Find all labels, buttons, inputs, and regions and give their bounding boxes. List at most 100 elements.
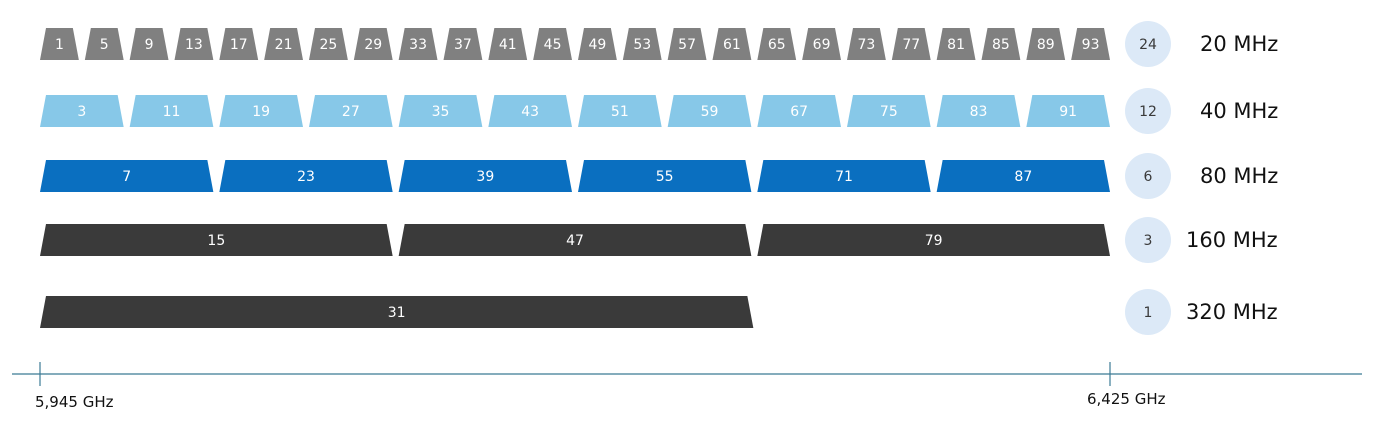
- channel-block-35: [398, 95, 483, 127]
- channel-block-5: [84, 28, 124, 60]
- channel-block-43: [488, 95, 572, 127]
- channel-block-3: [40, 95, 124, 127]
- channel-block-57: [667, 28, 707, 60]
- channel-block-55: [578, 160, 752, 192]
- channel-number: 19: [252, 104, 270, 120]
- channel-block-9: [129, 28, 169, 60]
- channel-number: 77: [902, 37, 920, 53]
- channel-number: 25: [320, 37, 338, 53]
- channel-number: 85: [992, 37, 1010, 53]
- channel-block-51: [578, 95, 662, 127]
- channel-number: 9: [145, 37, 154, 53]
- channel-count-circle: [1125, 153, 1171, 199]
- bandwidth-label: 20 MHz: [1200, 32, 1278, 56]
- channel-number: 43: [521, 104, 539, 120]
- channel-block-39: [398, 160, 572, 192]
- channel-number: 33: [409, 37, 427, 53]
- channel-block-37: [443, 28, 483, 60]
- channel-count: 24: [1139, 37, 1157, 53]
- channel-block-11: [129, 95, 214, 127]
- channel-number: 73: [858, 37, 876, 53]
- channel-number: 13: [185, 37, 203, 53]
- channel-block-77: [891, 28, 931, 60]
- channel-number: 17: [230, 37, 248, 53]
- axis-end-label: 6,425 GHz: [1087, 390, 1166, 408]
- channel-number: 87: [1014, 169, 1032, 185]
- channel-block-71: [757, 160, 931, 192]
- channel-block-87: [936, 160, 1110, 192]
- channel-number: 29: [364, 37, 382, 53]
- channel-block-27: [309, 95, 393, 127]
- channel-block-69: [802, 28, 841, 60]
- channel-block-53: [622, 28, 662, 60]
- channel-count: 3: [1144, 233, 1153, 249]
- channel-number: 37: [454, 37, 472, 53]
- channel-number: 23: [297, 169, 315, 185]
- channel-number: 57: [678, 37, 696, 53]
- frequency-axis: 5,945 GHz 6,425 GHz: [12, 362, 1362, 411]
- bandwidth-label: 40 MHz: [1200, 99, 1278, 123]
- channel-block-13: [174, 28, 214, 60]
- bandwidth-label: 320 MHz: [1186, 300, 1278, 324]
- channel-number: 53: [633, 37, 651, 53]
- channel-number: 49: [589, 37, 607, 53]
- channel-number: 31: [388, 305, 406, 321]
- channel-block-91: [1026, 95, 1110, 127]
- channel-number: 59: [701, 104, 719, 120]
- axis-start-label: 5,945 GHz: [35, 393, 114, 411]
- channel-block-75: [847, 95, 931, 127]
- channel-count: 6: [1144, 169, 1153, 185]
- channel-number: 91: [1059, 104, 1077, 120]
- channel-number: 93: [1082, 37, 1100, 53]
- channel-number: 7: [122, 169, 131, 185]
- channel-number: 1: [55, 37, 64, 53]
- channel-block-21: [264, 28, 303, 60]
- channel-number: 65: [768, 37, 786, 53]
- channel-number: 11: [163, 104, 181, 120]
- bandwidth-label: 160 MHz: [1186, 228, 1278, 252]
- channel-number: 35: [432, 104, 450, 120]
- channel-block-67: [757, 95, 841, 127]
- channel-number: 41: [499, 37, 517, 53]
- channel-block-25: [309, 28, 348, 60]
- channel-number: 69: [813, 37, 831, 53]
- channel-block-59: [667, 95, 752, 127]
- channel-block-17: [219, 28, 259, 60]
- row-20mhz: 1 5 9 13 17 21 25 29 33 37 41 45 49 53 57 61 65 69 73 77 81 8…: [40, 21, 1278, 67]
- channel-block-47: [398, 224, 752, 256]
- channel-number: 81: [947, 37, 965, 53]
- channel-block-49: [578, 28, 617, 60]
- channel-count-circle: [1125, 21, 1171, 67]
- channel-number: 61: [723, 37, 741, 53]
- channel-number: 45: [544, 37, 562, 53]
- channel-count: 12: [1139, 104, 1157, 120]
- channel-count: 1: [1144, 305, 1153, 321]
- channel-block-31: [40, 296, 754, 328]
- row-40mhz: 3 11 19 27 35 43 51 59 67 75 83 91 12 40 MHz: [40, 88, 1278, 134]
- channel-number: 3: [77, 104, 86, 120]
- channel-block-45: [533, 28, 572, 60]
- channel-block-15: [40, 224, 393, 256]
- channel-number: 39: [476, 169, 494, 185]
- channel-number: 75: [880, 104, 898, 120]
- channel-number: 5: [100, 37, 109, 53]
- channel-number: 27: [342, 104, 360, 120]
- channel-block-85: [981, 28, 1021, 60]
- channel-block-79: [757, 224, 1110, 256]
- channel-count-circle: [1125, 217, 1171, 263]
- channel-number: 89: [1037, 37, 1055, 53]
- channel-block-81: [936, 28, 976, 60]
- channel-number: 83: [970, 104, 988, 120]
- channel-number: 51: [611, 104, 629, 120]
- channel-block-33: [398, 28, 438, 60]
- row-80mhz: 7 23 39 55 71 87 6 80 MHz: [40, 153, 1278, 199]
- channel-number: 71: [835, 169, 853, 185]
- channel-block-19: [219, 95, 303, 127]
- row-320mhz: 31 1 320 MHz: [40, 289, 1278, 335]
- channel-count-circle: [1125, 289, 1171, 335]
- channel-block-23: [219, 160, 393, 192]
- channel-number: 47: [566, 233, 584, 249]
- channel-count-circle: [1125, 88, 1171, 134]
- channel-block-73: [847, 28, 886, 60]
